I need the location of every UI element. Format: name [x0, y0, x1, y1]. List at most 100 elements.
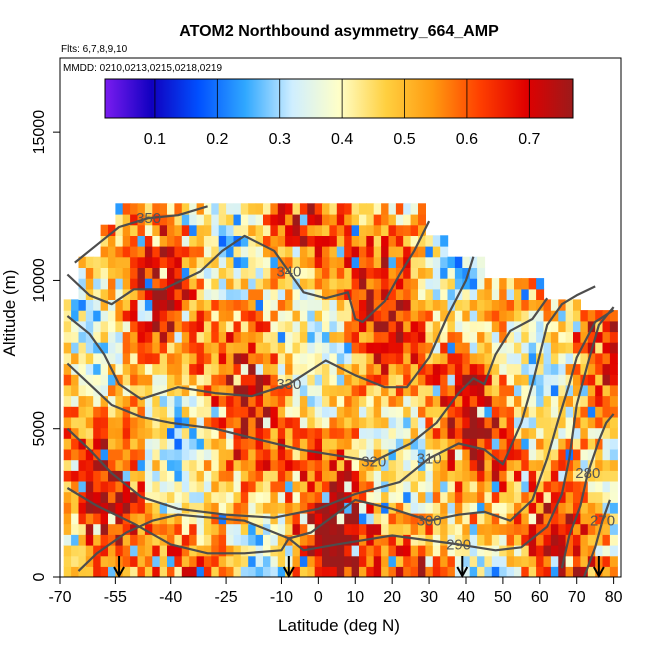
heatmap-cell	[388, 459, 397, 471]
heatmap-cell	[218, 352, 227, 365]
heatmap-cell	[595, 342, 604, 354]
heatmap-cell	[484, 374, 493, 386]
heatmap-cell	[218, 491, 227, 503]
heatmap-cell	[270, 214, 279, 226]
heatmap-cell	[528, 502, 537, 514]
colorbar-gradient	[104, 78, 574, 119]
heatmap-cell	[218, 331, 227, 343]
heatmap-cell	[418, 235, 426, 247]
heatmap-cell	[78, 555, 87, 567]
heatmap-cell	[181, 320, 190, 333]
heatmap-cell	[558, 566, 567, 577]
heatmap-cell	[159, 310, 168, 322]
heatmap-cell	[609, 363, 618, 375]
heatmap-cell	[137, 224, 146, 236]
heatmap-cell	[167, 470, 175, 482]
heatmap-cell	[403, 502, 412, 514]
heatmap-cell	[418, 566, 426, 577]
heatmap-cell	[410, 310, 419, 322]
heatmap-cell	[122, 299, 131, 311]
heatmap-cell	[418, 224, 426, 236]
heatmap-cell	[373, 545, 382, 557]
heatmap-cell	[248, 267, 257, 279]
heatmap-cell	[484, 545, 493, 557]
heatmap-cell	[580, 320, 589, 333]
heatmap-cell	[159, 555, 168, 567]
heatmap-cell	[307, 246, 316, 258]
heatmap-cell	[263, 470, 271, 482]
heatmap-cell	[130, 299, 139, 311]
heatmap-cell	[359, 278, 367, 290]
heatmap-cell	[218, 310, 227, 322]
heatmap-cell	[602, 512, 611, 525]
heatmap-cell	[359, 555, 367, 567]
heatmap-cell	[403, 310, 412, 322]
y-tick-label: 5000	[31, 411, 48, 447]
heatmap-cell	[609, 416, 618, 429]
heatmap-cell	[144, 502, 153, 514]
heatmap-cell	[440, 342, 449, 354]
heatmap-cell	[218, 566, 227, 577]
heatmap-cell	[130, 246, 139, 258]
heatmap-cell	[351, 470, 360, 482]
heatmap-cell	[292, 491, 301, 503]
heatmap-cell	[115, 491, 124, 503]
x-tick-label: -40	[159, 589, 182, 606]
heatmap-cell	[285, 331, 294, 343]
heatmap-cell	[359, 374, 367, 386]
heatmap-cell	[137, 352, 146, 365]
heatmap-cell	[255, 224, 264, 236]
heatmap-cell	[122, 427, 131, 439]
heatmap-cell	[447, 320, 456, 333]
heatmap-cell	[381, 512, 390, 525]
heatmap-cell	[285, 374, 294, 386]
heatmap-cell	[395, 310, 404, 322]
heatmap-cell	[196, 352, 205, 365]
heatmap-cell	[329, 374, 338, 386]
heatmap-cell	[152, 470, 161, 482]
heatmap-cell	[115, 203, 124, 215]
heatmap-cell	[425, 363, 434, 375]
heatmap-cell	[388, 406, 397, 418]
heatmap-cell	[432, 555, 441, 567]
heatmap-cell	[322, 438, 330, 450]
heatmap-cell	[189, 267, 198, 279]
heatmap-cell	[100, 534, 109, 546]
heatmap-cell	[410, 416, 419, 429]
heatmap-cell	[181, 235, 190, 247]
heatmap-cell	[93, 331, 102, 343]
heatmap-cell	[137, 384, 146, 397]
heatmap-cell	[381, 566, 390, 577]
heatmap-cell	[174, 352, 183, 365]
heatmap-cell	[477, 480, 486, 493]
heatmap-cell	[462, 256, 471, 268]
x-tick-label: 40	[457, 589, 475, 606]
heatmap-cell	[506, 395, 515, 407]
heatmap-cell	[432, 235, 441, 247]
heatmap-cell	[395, 342, 404, 354]
heatmap-cell	[329, 566, 338, 577]
heatmap-cell	[550, 352, 559, 365]
heatmap-cell	[203, 406, 212, 418]
heatmap-cell	[410, 480, 419, 493]
heatmap-cell	[292, 555, 301, 567]
heatmap-cell	[329, 235, 338, 247]
heatmap-cell	[418, 256, 426, 268]
heatmap-cell	[255, 438, 264, 450]
heatmap-cell	[410, 214, 419, 226]
heatmap-cell	[152, 342, 161, 354]
heatmap-cell	[307, 480, 316, 493]
heatmap-cell	[108, 374, 116, 386]
heatmap-cell	[499, 363, 508, 375]
heatmap-cell	[71, 480, 80, 493]
heatmap-cell	[565, 566, 574, 577]
heatmap-cell	[336, 459, 345, 471]
heatmap-cell	[174, 374, 183, 386]
heatmap-cell	[78, 470, 87, 482]
heatmap-cell	[292, 448, 301, 461]
heatmap-cell	[307, 299, 316, 311]
heatmap-cell	[506, 555, 515, 567]
heatmap-cell	[344, 342, 353, 354]
heatmap-cell	[550, 438, 559, 450]
heatmap-cell	[292, 438, 301, 450]
